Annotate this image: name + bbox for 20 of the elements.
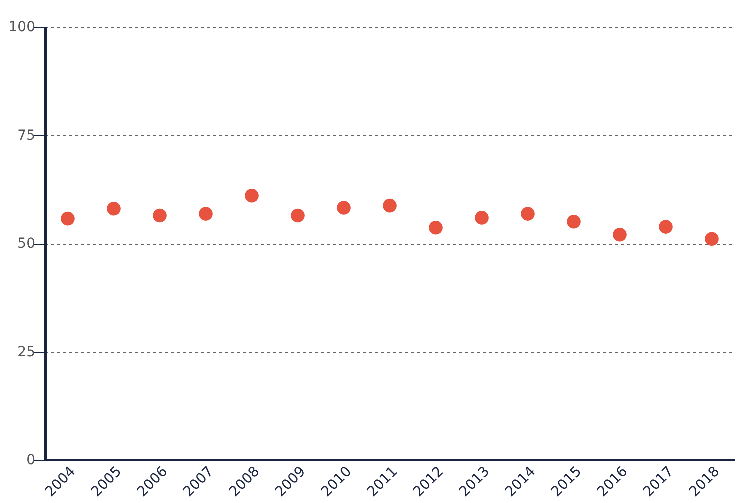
point xyxy=(245,188,259,203)
point xyxy=(199,207,213,221)
y-tick-label: 0 xyxy=(26,452,36,468)
point xyxy=(383,198,397,213)
y-tick-label: 25 xyxy=(18,344,36,360)
point xyxy=(153,208,167,223)
point xyxy=(291,208,305,223)
point xyxy=(521,207,535,221)
point xyxy=(107,202,121,216)
y-tick-label: 75 xyxy=(18,128,36,144)
point xyxy=(659,220,673,234)
point xyxy=(613,228,627,242)
point xyxy=(475,211,489,225)
point xyxy=(61,212,75,226)
point xyxy=(705,232,719,246)
point xyxy=(429,221,443,235)
point xyxy=(337,201,351,215)
point xyxy=(567,214,581,229)
y-tick-label: 100 xyxy=(8,20,36,36)
y-tick-label: 50 xyxy=(18,236,36,252)
